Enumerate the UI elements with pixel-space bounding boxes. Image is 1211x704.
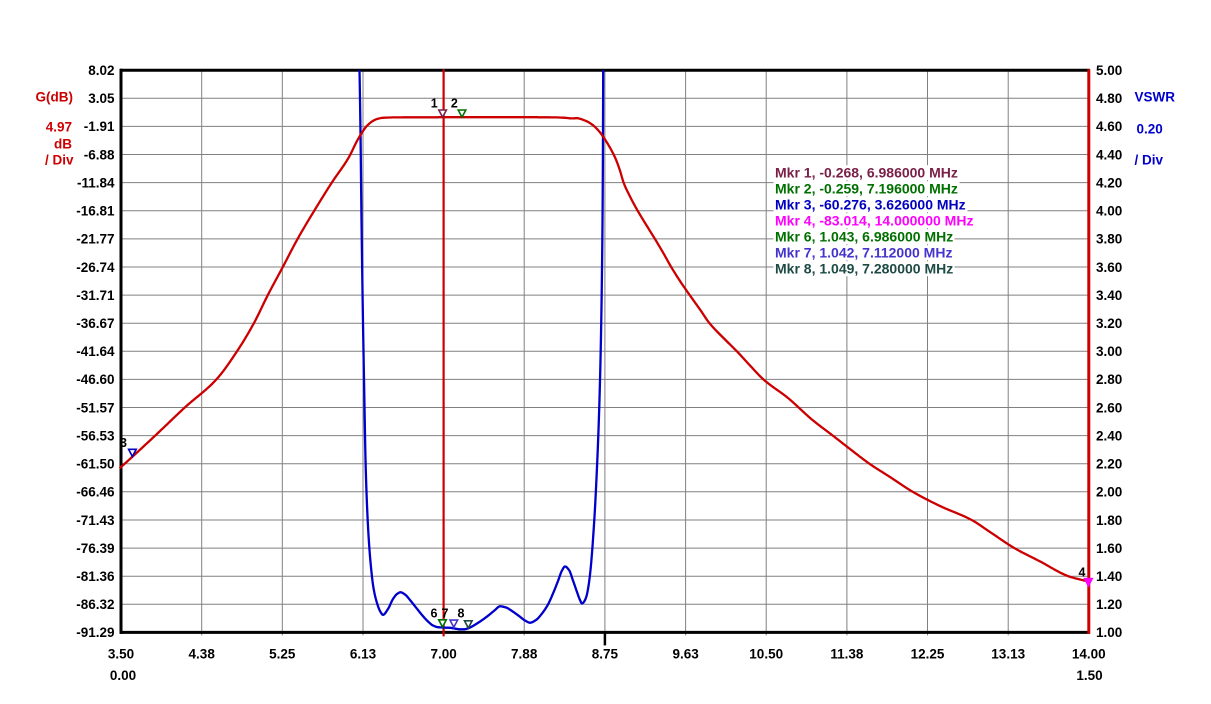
svg-text:Mkr 3, -60.276, 3.626000 MHz: Mkr 3, -60.276, 3.626000 MHz	[775, 196, 966, 212]
svg-text:-51.57: -51.57	[76, 400, 114, 415]
svg-text:0.20: 0.20	[1137, 122, 1163, 137]
svg-text:1.20: 1.20	[1096, 597, 1122, 612]
svg-text:13.13: 13.13	[991, 647, 1025, 662]
svg-text:-36.67: -36.67	[76, 316, 114, 331]
svg-text:1.40: 1.40	[1096, 569, 1122, 584]
svg-text:Mkr 2, -0.259, 7.196000 MHz: Mkr 2, -0.259, 7.196000 MHz	[775, 180, 958, 196]
svg-text:-71.43: -71.43	[76, 513, 115, 528]
svg-text:-41.64: -41.64	[76, 344, 115, 359]
svg-text:1: 1	[431, 97, 438, 111]
svg-text:1.50: 1.50	[1076, 668, 1102, 683]
svg-text:-66.46: -66.46	[76, 485, 115, 500]
svg-text:3.80: 3.80	[1096, 232, 1122, 247]
svg-text:7: 7	[442, 607, 449, 621]
svg-text:12.25: 12.25	[911, 647, 945, 662]
svg-text:6: 6	[431, 607, 438, 621]
svg-text:1.80: 1.80	[1096, 513, 1122, 528]
svg-text:-21.77: -21.77	[76, 232, 114, 247]
svg-text:4.20: 4.20	[1096, 175, 1122, 190]
svg-text:2.00: 2.00	[1096, 485, 1122, 500]
svg-text:Mkr 1, -0.268, 6.986000 MHz: Mkr 1, -0.268, 6.986000 MHz	[775, 164, 958, 180]
svg-text:4.40: 4.40	[1096, 147, 1122, 162]
svg-text:-1.91: -1.91	[84, 119, 115, 134]
svg-text:4.38: 4.38	[189, 647, 216, 662]
svg-text:G(dB): G(dB)	[36, 90, 74, 105]
svg-text:1.00: 1.00	[1096, 625, 1122, 640]
svg-text:-16.81: -16.81	[76, 204, 115, 219]
svg-text:-61.50: -61.50	[76, 457, 114, 472]
svg-text:4.97: 4.97	[46, 120, 72, 135]
svg-text:dB: dB	[54, 137, 72, 152]
svg-text:-81.36: -81.36	[76, 569, 115, 584]
svg-text:2.20: 2.20	[1096, 457, 1122, 472]
svg-text:-56.53: -56.53	[76, 428, 115, 443]
svg-text:Mkr 7, 1.042, 7.112000 MHz: Mkr 7, 1.042, 7.112000 MHz	[775, 244, 952, 260]
svg-text:2.60: 2.60	[1096, 400, 1122, 415]
svg-text:3.50: 3.50	[108, 647, 134, 662]
svg-text:7.00: 7.00	[430, 647, 456, 662]
svg-text:4.80: 4.80	[1096, 91, 1122, 106]
svg-text:6.13: 6.13	[350, 647, 377, 662]
svg-text:14.00: 14.00	[1072, 647, 1106, 662]
svg-text:-26.74: -26.74	[76, 260, 115, 275]
svg-text:4.60: 4.60	[1096, 119, 1122, 134]
svg-text:4: 4	[1079, 566, 1086, 580]
svg-text:-11.84: -11.84	[77, 175, 115, 190]
svg-text:2.80: 2.80	[1096, 372, 1122, 387]
svg-text:2.40: 2.40	[1096, 428, 1122, 443]
svg-text:-31.71: -31.71	[76, 288, 115, 303]
svg-text:3.00: 3.00	[1096, 344, 1122, 359]
svg-text:5.25: 5.25	[269, 647, 296, 662]
svg-text:3.60: 3.60	[1096, 260, 1122, 275]
svg-text:3: 3	[120, 436, 127, 450]
svg-text:-6.88: -6.88	[84, 147, 115, 162]
svg-text:3.20: 3.20	[1096, 316, 1122, 331]
svg-text:3.40: 3.40	[1096, 288, 1122, 303]
svg-text:7.88: 7.88	[511, 647, 538, 662]
svg-text:Mkr 4, -83.014, 14.000000 MHz: Mkr 4, -83.014, 14.000000 MHz	[775, 212, 973, 228]
svg-text:10.50: 10.50	[749, 647, 783, 662]
svg-text:/ Div: / Div	[45, 153, 74, 168]
svg-text:0.00: 0.00	[110, 668, 136, 683]
svg-text:11.38: 11.38	[830, 647, 864, 662]
svg-text:-46.60: -46.60	[76, 372, 114, 387]
svg-text:8.75: 8.75	[592, 647, 619, 662]
svg-text:3.05: 3.05	[88, 91, 115, 106]
svg-text:Mkr 6, 1.043, 6.986000 MHz: Mkr 6, 1.043, 6.986000 MHz	[775, 228, 953, 244]
svg-text:8: 8	[458, 607, 465, 621]
svg-text:1.60: 1.60	[1096, 541, 1122, 556]
svg-text:/ Div: / Div	[1135, 153, 1164, 168]
svg-text:8.02: 8.02	[88, 63, 114, 78]
svg-text:-76.39: -76.39	[76, 541, 114, 556]
svg-text:-91.29: -91.29	[76, 625, 114, 640]
svg-text:4.00: 4.00	[1096, 204, 1122, 219]
svg-text:-86.32: -86.32	[76, 597, 114, 612]
svg-text:Mkr 8, 1.049, 7.280000 MHz: Mkr 8, 1.049, 7.280000 MHz	[775, 260, 953, 276]
svg-text:5.00: 5.00	[1096, 63, 1122, 78]
svg-text:2: 2	[451, 97, 458, 111]
svg-text:9.63: 9.63	[672, 647, 699, 662]
svg-text:VSWR: VSWR	[1135, 90, 1176, 105]
